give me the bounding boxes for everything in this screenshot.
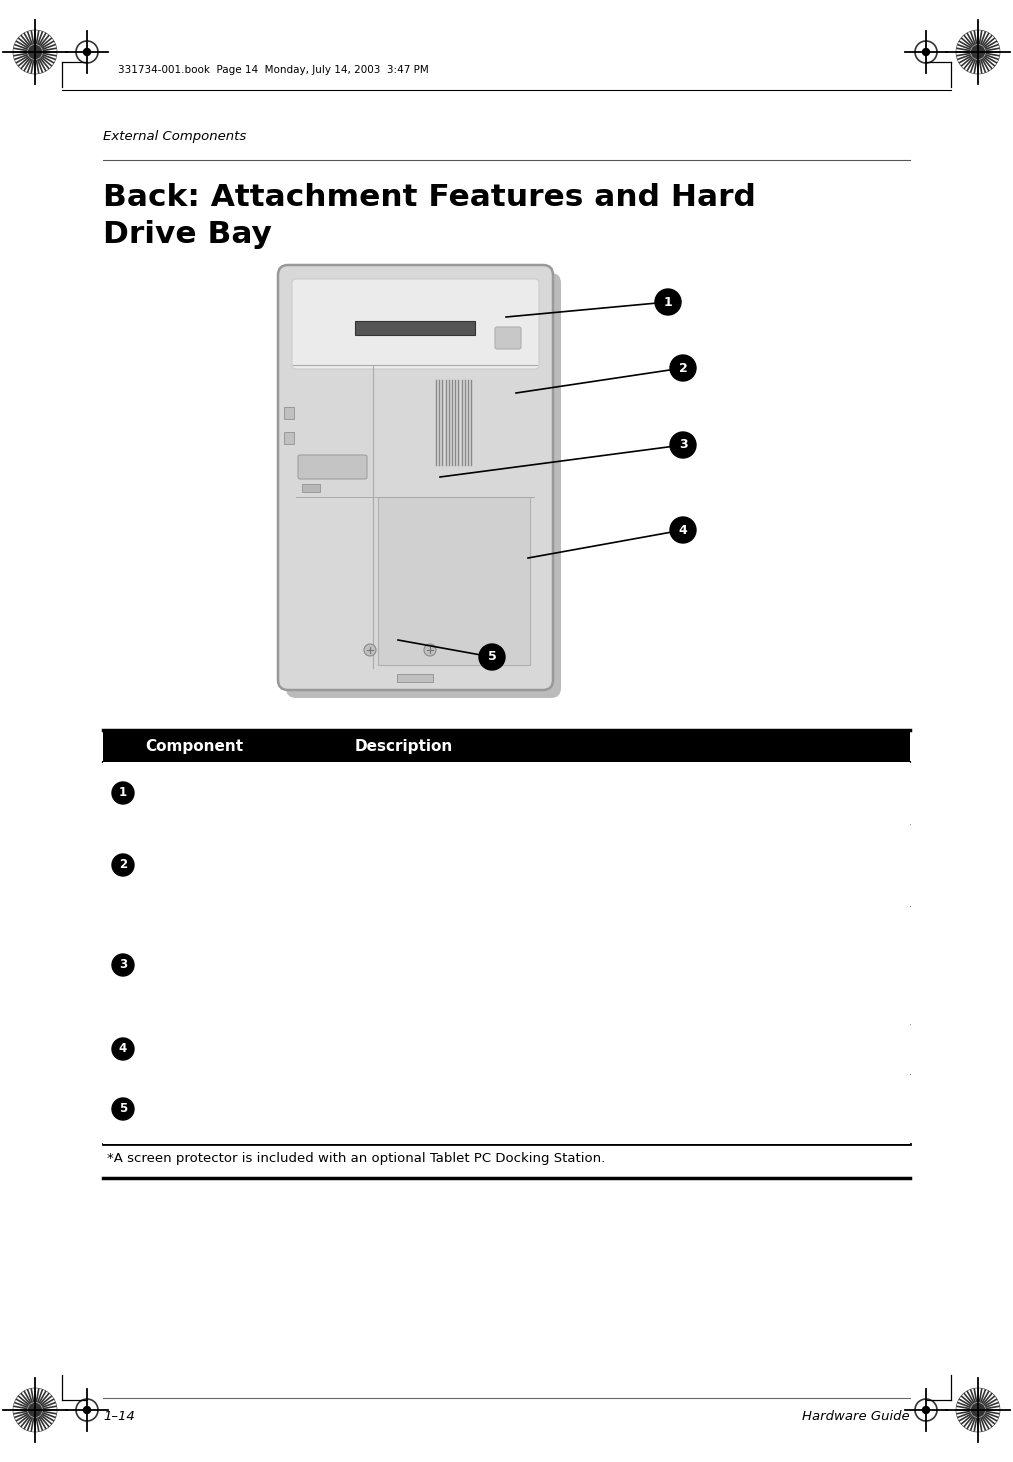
Text: Attachment release switch: Attachment release switch [143, 917, 326, 930]
Bar [103, 730, 910, 762]
Text: 3: 3 [679, 439, 687, 452]
Text: Description: Description [355, 738, 453, 753]
Circle shape [670, 518, 696, 542]
Bar [378, 497, 530, 665]
Circle shape [28, 45, 42, 58]
Text: 2: 2 [119, 858, 127, 871]
Circle shape [670, 431, 696, 458]
FancyBboxPatch shape [278, 265, 553, 690]
Text: Hard drive bay: Hard drive bay [143, 1034, 244, 1048]
Text: 5: 5 [487, 651, 496, 664]
Text: Accepts the docking restraint latch on
an optional Docking Station to secure
the: Accepts the docking restraint latch on a… [355, 833, 616, 885]
Text: Back: Attachment Features and Hard: Back: Attachment Features and Hard [103, 183, 756, 212]
Text: Holds the system hard drive.: Holds the system hard drive. [355, 1034, 553, 1048]
Bar [103, 1023, 910, 1075]
Bar [103, 762, 910, 825]
Text: Component: Component [145, 738, 243, 753]
Circle shape [112, 854, 134, 876]
Bar [103, 1075, 910, 1143]
Circle shape [112, 1038, 134, 1060]
Text: Docking restraint latch
recess: Docking restraint latch recess [143, 833, 300, 867]
Circle shape [923, 48, 930, 56]
Circle shape [971, 45, 985, 58]
Circle shape [971, 1404, 985, 1417]
Circle shape [83, 1406, 90, 1414]
FancyBboxPatch shape [292, 279, 539, 368]
Text: Connects the tablet PC to an optional
Docking Station.: Connects the tablet PC to an optional Do… [355, 772, 612, 804]
Text: 1–14: 1–14 [103, 1409, 135, 1423]
Bar [355, 322, 475, 335]
Circle shape [670, 355, 696, 382]
Text: External Components: External Components [103, 130, 246, 143]
Text: Secure the hard drive bay cover to the
tablet PC.: Secure the hard drive bay cover to the t… [355, 1083, 620, 1117]
Bar [397, 674, 433, 681]
Text: 3: 3 [119, 959, 127, 972]
Circle shape [424, 643, 436, 656]
Circle shape [83, 48, 90, 56]
Bar [284, 431, 294, 444]
Circle shape [112, 955, 134, 977]
Circle shape [112, 782, 134, 804]
Circle shape [28, 1404, 42, 1417]
Text: Docking connector: Docking connector [143, 772, 271, 787]
Circle shape [655, 289, 681, 314]
Text: 1: 1 [664, 295, 673, 308]
Circle shape [479, 643, 505, 670]
Bar [302, 484, 320, 493]
Bar [103, 906, 910, 1023]
Text: Releases an attachment, such as the
portfolio, a screen protector*, or an
option: Releases an attachment, such as the port… [355, 917, 614, 1003]
Text: 1: 1 [119, 787, 127, 800]
Text: *A screen protector is included with an optional Tablet PC Docking Station.: *A screen protector is included with an … [107, 1152, 605, 1165]
Text: 4: 4 [119, 1042, 127, 1056]
FancyBboxPatch shape [298, 455, 367, 480]
Text: Hardware Guide: Hardware Guide [802, 1409, 910, 1423]
FancyBboxPatch shape [286, 273, 561, 697]
Bar [103, 825, 910, 906]
Circle shape [112, 1098, 134, 1120]
Bar [284, 406, 294, 420]
FancyBboxPatch shape [495, 327, 521, 349]
Text: 4: 4 [679, 523, 688, 537]
Text: Drive Bay: Drive Bay [103, 219, 271, 249]
Text: Hard drive bay retaining
screws (2): Hard drive bay retaining screws (2) [143, 1083, 310, 1117]
Circle shape [364, 643, 376, 656]
Text: 331734-001.book  Page 14  Monday, July 14, 2003  3:47 PM: 331734-001.book Page 14 Monday, July 14,… [118, 64, 428, 75]
Circle shape [923, 1406, 930, 1414]
Text: 2: 2 [679, 361, 688, 374]
Text: 5: 5 [119, 1102, 127, 1116]
